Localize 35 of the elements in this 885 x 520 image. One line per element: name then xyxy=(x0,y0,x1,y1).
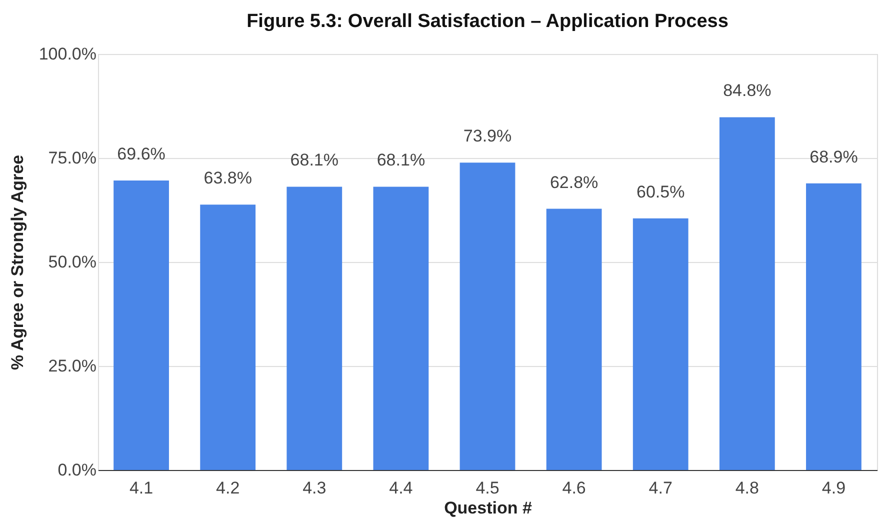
data-label: 60.5% xyxy=(636,182,685,202)
x-tick-label: 4.3 xyxy=(302,478,326,498)
bar xyxy=(632,218,688,470)
bar xyxy=(373,186,429,470)
y-tick-label: 25.0% xyxy=(48,356,96,376)
bar xyxy=(806,183,862,470)
x-tick-label: 4.6 xyxy=(562,478,586,498)
bar xyxy=(286,186,342,470)
bar xyxy=(460,162,516,470)
bar xyxy=(200,204,256,470)
data-label: 63.8% xyxy=(204,168,252,188)
y-tick-label: 50.0% xyxy=(48,252,96,272)
y-axis-title: % Agree or Strongly Agree xyxy=(8,154,27,370)
data-label: 68.1% xyxy=(290,150,338,170)
x-tick-label: 4.5 xyxy=(476,478,500,498)
y-tick-label: 100.0% xyxy=(38,44,96,64)
bar xyxy=(546,208,602,470)
x-tick-label: 4.8 xyxy=(735,478,759,498)
x-axis-title: Question # xyxy=(444,498,532,518)
y-tick-label: 75.0% xyxy=(48,148,96,168)
data-label: 84.8% xyxy=(723,81,772,100)
x-tick-label: 4.4 xyxy=(389,478,413,498)
x-tick-label: 4.2 xyxy=(216,478,240,498)
chart-title: Figure 5.3: Overall Satisfaction – Application Process xyxy=(246,11,728,32)
x-tick-label: 4.7 xyxy=(648,478,672,498)
data-label: 73.9% xyxy=(463,126,512,146)
data-label: 68.9% xyxy=(810,147,858,166)
x-tick-label: 4.1 xyxy=(129,478,154,498)
data-label: 69.6% xyxy=(117,144,166,164)
bar xyxy=(114,180,169,470)
data-label: 68.1% xyxy=(376,150,426,170)
bar xyxy=(719,117,775,470)
x-tick-label: 4.9 xyxy=(822,478,846,498)
y-tick-label: 0.0% xyxy=(58,460,96,480)
data-label: 62.8% xyxy=(550,172,598,192)
